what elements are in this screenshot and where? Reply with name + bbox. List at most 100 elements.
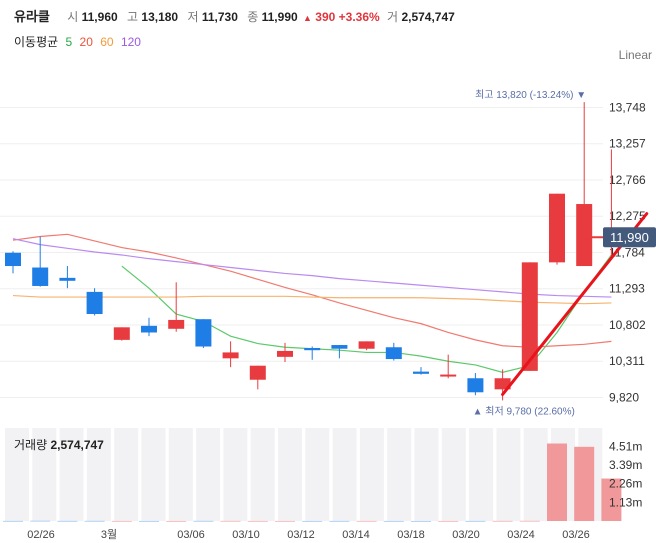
candle-body	[195, 319, 212, 347]
volume-tick-label: 1.13m	[609, 495, 642, 509]
volume-label: 거	[387, 10, 399, 24]
price-summary: 유라클 시 11,960 고 13,180 저 11,730 종 11,990 …	[14, 6, 457, 25]
volume-column-band	[414, 428, 439, 521]
volume-bar	[574, 446, 595, 521]
candle-body	[385, 347, 402, 360]
x-tick-label: 03/24	[507, 529, 535, 541]
x-tick-label: 03/12	[287, 529, 315, 541]
volume-bar	[275, 520, 295, 522]
stock-name: 유라클	[14, 9, 50, 24]
volume-column-band	[196, 428, 221, 521]
volume-bar	[111, 520, 132, 522]
y-tick-label: 10,311	[609, 354, 645, 368]
volume-column-band	[387, 428, 412, 521]
open-value: 11,960	[81, 10, 118, 24]
candle-body	[222, 352, 239, 359]
volume-column-band	[114, 428, 139, 521]
volume-bar	[329, 520, 350, 522]
candle-body	[494, 378, 511, 390]
volume-column-band	[359, 428, 384, 521]
candle-body	[413, 371, 429, 374]
candle-body	[5, 252, 21, 267]
x-tick-label: 03/14	[342, 529, 370, 541]
candle-body	[86, 291, 103, 315]
volume-column-band	[5, 428, 29, 521]
high-value: 13,180	[141, 10, 179, 24]
change-value: 390	[315, 10, 336, 24]
ma120-line	[12, 238, 612, 298]
volume-tick-label: 3.39m	[609, 458, 642, 472]
volume-bar	[84, 520, 105, 522]
y-tick-label: 9,820	[609, 390, 639, 404]
y-tick-label: 13,748	[609, 100, 646, 114]
volume-bar	[465, 520, 486, 522]
candle-body	[168, 319, 185, 329]
scale-type[interactable]: Linear	[618, 48, 652, 62]
volume-bar	[57, 520, 78, 522]
volume-column-band	[59, 428, 84, 521]
y-tick-label: 12,275	[609, 209, 646, 223]
x-tick-label: 03/10	[232, 529, 260, 541]
volume-column-band	[278, 428, 302, 521]
candle-body	[358, 341, 375, 349]
volume-column-band	[223, 428, 248, 521]
volume-column-band	[305, 428, 330, 521]
volume-column-band	[32, 428, 57, 521]
x-tick-label: 03/26	[562, 529, 590, 541]
volume-bar	[247, 520, 268, 522]
volume-bar	[193, 520, 214, 522]
candle-body	[331, 345, 348, 349]
ma60-line	[12, 294, 612, 305]
current-price-badge	[603, 227, 656, 248]
x-tick-label: 03/20	[452, 529, 480, 541]
x-tick-label: 03/18	[397, 529, 425, 541]
open-label: 시	[67, 10, 79, 24]
moving-average-legend[interactable]: 이동평균 5 20 60 120	[14, 33, 145, 50]
ma5-label: 5	[65, 35, 73, 49]
x-tick-label: 02/26	[27, 529, 55, 541]
candle-body	[141, 325, 157, 333]
volume-tick-label: 2.26m	[609, 477, 642, 491]
volume-column-band	[496, 428, 521, 521]
volume-column-band	[86, 428, 111, 521]
ma20-line	[12, 233, 612, 348]
volume-bar	[492, 520, 513, 522]
moving-average-label: 이동평균	[14, 35, 59, 49]
volume-bar	[3, 520, 23, 522]
candle-body	[521, 262, 538, 371]
candle-body	[32, 267, 49, 286]
candle-body	[304, 347, 321, 351]
volume-bar	[30, 520, 51, 522]
change-arrow-icon: ▲	[303, 13, 312, 23]
volume-legend-value: 2,574,747	[50, 438, 104, 452]
ma5-line	[121, 254, 612, 373]
y-tick-label: 10,802	[609, 318, 646, 332]
candle-body	[467, 378, 484, 393]
low-label: 저	[187, 10, 199, 24]
high-label: 고	[127, 10, 139, 24]
volume-legend: 거래량 2,574,747	[14, 436, 104, 453]
volume-bar	[356, 520, 377, 522]
x-tick-label: 3월	[101, 528, 117, 541]
candle-body	[549, 193, 565, 263]
volume-bar	[519, 520, 540, 522]
low-annotation: ▲ 최저 9,780 (22.60%)	[473, 405, 575, 417]
candle-body	[59, 277, 76, 281]
close-value: 11,990	[261, 10, 298, 24]
candle-body	[440, 374, 457, 377]
low-value: 11,730	[201, 10, 238, 24]
volume-bar	[166, 520, 187, 522]
volume-bar	[302, 520, 323, 522]
change-percent: +3.36%	[338, 10, 380, 24]
close-label: 종	[247, 10, 259, 24]
y-tick-label: 13,257	[609, 137, 646, 151]
current-price-label: 11,990	[610, 230, 649, 245]
volume-bar	[139, 520, 159, 522]
volume-column-band	[332, 428, 357, 521]
volume-column-band	[441, 428, 466, 521]
volume-legend-label: 거래량	[14, 438, 48, 452]
volume-column-band	[168, 428, 193, 521]
volume-column-band	[469, 428, 494, 521]
candle-body	[277, 350, 293, 357]
